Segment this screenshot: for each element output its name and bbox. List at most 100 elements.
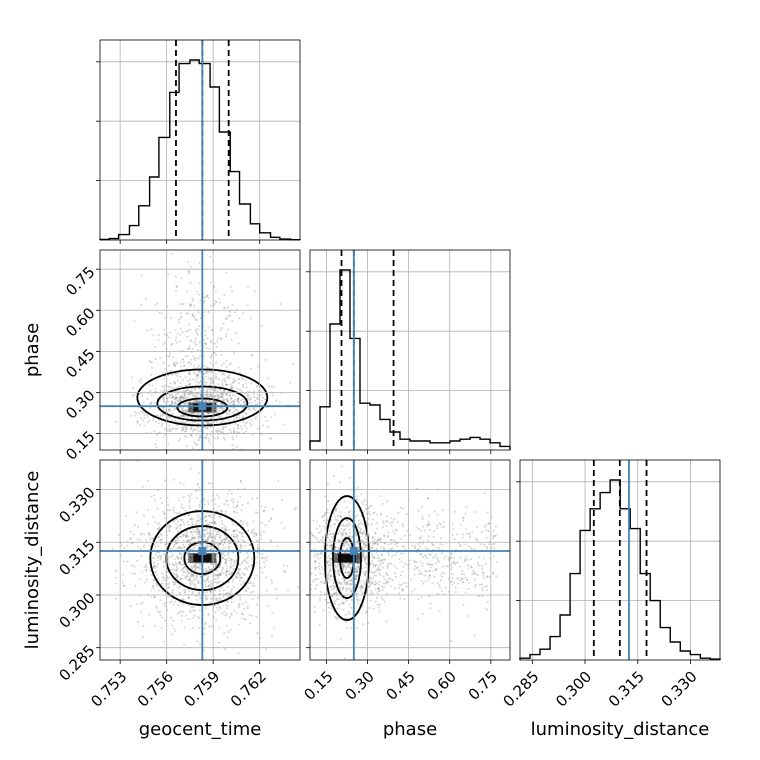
sample-point	[218, 298, 221, 301]
sample-point	[191, 575, 194, 578]
sample-point	[115, 576, 117, 579]
sample-point	[485, 545, 488, 548]
sample-point	[192, 429, 195, 432]
y-tick-label-phase-1: 0.30	[62, 386, 98, 422]
sample-point	[160, 583, 163, 585]
y-tick-label-phase-3: 0.60	[62, 304, 98, 340]
sample-point	[174, 339, 177, 341]
sample-point	[337, 598, 340, 600]
sample-point	[251, 531, 254, 534]
sample-point	[319, 552, 322, 555]
sample-point	[336, 598, 339, 601]
sample-point	[430, 542, 433, 545]
sample-point	[206, 500, 209, 503]
sample-point	[256, 396, 259, 399]
sample-point	[129, 530, 132, 533]
sample-point	[338, 574, 341, 577]
sample-point	[194, 567, 197, 570]
sample-point	[376, 539, 379, 542]
sample-point	[259, 531, 262, 534]
sample-point	[237, 366, 240, 369]
sample-point	[221, 522, 224, 525]
sample-point	[151, 585, 154, 588]
sample-point	[374, 588, 377, 591]
sample-point	[204, 539, 207, 542]
sample-point	[348, 564, 350, 567]
sample-point	[245, 382, 248, 385]
sample-point	[210, 417, 212, 420]
sample-point	[197, 328, 200, 331]
sample-point	[401, 589, 404, 591]
sample-point	[271, 635, 273, 638]
sample-point	[379, 569, 382, 572]
sample-point	[243, 402, 246, 405]
sample-point	[332, 585, 335, 588]
sample-point	[185, 426, 188, 429]
sample-point	[193, 305, 196, 308]
sample-point	[182, 539, 185, 542]
sample-point	[197, 413, 199, 416]
sample-point	[188, 370, 191, 373]
sample-point	[355, 570, 358, 573]
sample-point	[214, 395, 217, 398]
sample-point	[328, 530, 331, 532]
sample-point	[451, 584, 454, 586]
sample-point	[313, 548, 316, 551]
sample-point	[164, 517, 167, 520]
sample-point	[164, 367, 166, 370]
sample-point	[229, 402, 232, 405]
sample-point	[334, 507, 337, 510]
sample-point	[247, 285, 249, 288]
sample-point	[439, 543, 442, 546]
sample-point	[224, 614, 227, 617]
sample-point	[261, 553, 264, 556]
sample-point	[270, 579, 273, 582]
sample-point	[172, 396, 175, 399]
sample-point	[204, 623, 207, 626]
sample-point	[347, 574, 350, 577]
sample-point	[175, 341, 178, 344]
sample-point	[218, 301, 221, 304]
sample-point	[393, 532, 396, 535]
sample-point	[182, 533, 185, 536]
sample-point	[376, 513, 379, 516]
sample-point	[363, 542, 366, 545]
sample-point	[182, 410, 185, 412]
sample-point	[376, 539, 379, 542]
sample-point	[491, 547, 494, 550]
sample-point	[191, 314, 194, 317]
sample-point	[210, 499, 213, 502]
sample-point	[183, 566, 186, 568]
sample-point	[230, 601, 233, 604]
sample-point	[493, 542, 496, 545]
sample-point	[254, 511, 257, 514]
sample-point	[136, 621, 139, 623]
sample-point	[405, 512, 408, 515]
sample-point	[228, 408, 230, 411]
sample-point	[209, 533, 212, 536]
sample-point	[194, 388, 197, 391]
sample-point	[223, 534, 226, 537]
sample-point	[190, 421, 193, 423]
sample-point	[194, 330, 197, 332]
sample-point	[349, 589, 352, 592]
sample-point	[215, 455, 217, 457]
sample-point	[223, 307, 226, 309]
sample-point	[185, 409, 188, 412]
sample-point	[314, 587, 317, 590]
sample-point	[462, 581, 464, 584]
sample-point	[346, 582, 349, 585]
sample-point	[221, 568, 224, 571]
sample-point	[216, 430, 219, 433]
sample-point	[189, 378, 192, 381]
sample-point	[199, 576, 202, 578]
sample-point	[358, 526, 361, 529]
sample-point	[203, 437, 206, 440]
sample-point	[156, 507, 159, 510]
sample-point	[439, 537, 442, 540]
sample-point	[170, 616, 173, 619]
sample-point	[450, 568, 453, 571]
sample-point	[342, 565, 345, 568]
sample-point	[220, 510, 223, 513]
sample-point	[188, 305, 191, 308]
